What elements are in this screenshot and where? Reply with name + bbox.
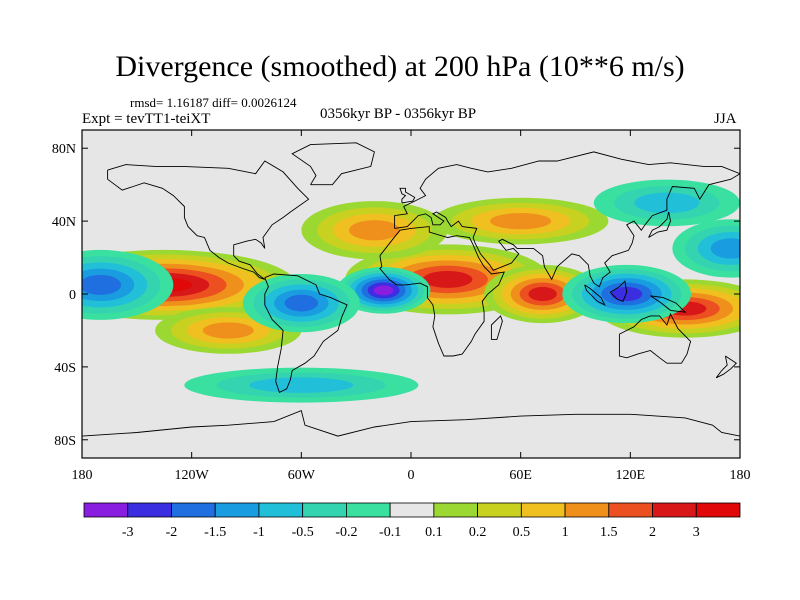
colorbar-swatch — [171, 502, 216, 518]
lon-tick-label: 120W — [175, 468, 210, 483]
field-feature-atlantic-convergence — [336, 267, 431, 314]
colorbar-swatch — [389, 502, 435, 518]
lon-tick-label: 60E — [509, 468, 532, 483]
contour-band — [202, 322, 254, 339]
coastline-eurasia — [394, 151, 740, 288]
colorbar-label: 0.5 — [513, 525, 531, 540]
coastline-madagascar — [490, 315, 503, 341]
field-feature-indonesia-convergence — [562, 264, 692, 324]
contour-band — [373, 285, 394, 296]
coastline-new-guinea — [650, 295, 687, 313]
field-feature-north-atlantic-divergence — [301, 201, 448, 260]
experiment-label: Expt = tevTT1-teiXT — [82, 111, 211, 127]
colorbar-swatch — [433, 502, 479, 518]
colorbar-label: 2 — [649, 525, 656, 540]
coastline-japan — [648, 211, 671, 238]
contour-band — [611, 286, 643, 302]
stats-text: rmsd= 1.16187 diff= 0.0026124 — [130, 95, 297, 110]
colorbar-swatch — [477, 502, 522, 518]
colorbar-label: -3 — [122, 525, 134, 540]
lat-tick-label: 40N — [52, 215, 76, 230]
map-axes: 80N 40N 0 40S 80S 180 120W 60W 0 60E 120E 180 — [52, 130, 751, 483]
coastline-uk — [399, 187, 416, 204]
coastline-australia — [618, 312, 692, 364]
contour-band — [422, 270, 473, 288]
field-feature-western-pacific-convergence — [672, 219, 740, 278]
colorbar-label: 1 — [562, 525, 569, 540]
coastline-sumatra — [584, 284, 606, 306]
colorbar-label: 0.2 — [469, 525, 487, 540]
contour-band — [82, 274, 122, 295]
colorbar-label: 3 — [693, 525, 700, 540]
plot-title: Divergence (smoothed) at 200 hPa (10**6 … — [115, 50, 685, 83]
coastlines — [82, 142, 740, 437]
field-feature-central-pacific-convergence — [82, 249, 174, 320]
coastline-antarctica — [82, 409, 740, 437]
colorbar-swatch — [608, 502, 653, 518]
colorbar: -3 -2 -1.5 -1 -0.5 -0.2 -0.1 0.1 0.2 0.5 1 1.5 2 3 — [83, 502, 741, 540]
field-feature-southern-ocean-convergence — [184, 367, 419, 403]
lon-tick-label: 120E — [616, 468, 646, 483]
colorbar-swatch — [258, 502, 304, 518]
colorbar-swatch — [695, 502, 741, 518]
colorbar-swatch — [302, 502, 347, 518]
contour-band — [528, 286, 557, 302]
colorbar-swatch — [345, 502, 391, 518]
lon-tick-label: 60W — [288, 468, 316, 483]
contour-band — [284, 294, 319, 312]
colorbar-label: -0.2 — [335, 525, 357, 540]
contour-band — [710, 238, 740, 259]
colorbar-swatch — [520, 502, 566, 518]
lat-tick-label: 0 — [69, 288, 76, 303]
coastline-north-america — [107, 160, 310, 280]
contour-band — [490, 212, 552, 230]
field-feature-eurasia-divergence — [432, 197, 609, 245]
colorbar-label: -2 — [166, 525, 178, 540]
colorbar-label: 0.1 — [425, 525, 443, 540]
colorbar-label: -1.5 — [204, 525, 226, 540]
colorbar-swatch — [83, 502, 129, 518]
coastline-greenland — [291, 142, 375, 186]
colorbar-swatch — [214, 502, 260, 518]
colorbar-label: -0.5 — [292, 525, 314, 540]
colorbar-label: -0.1 — [379, 525, 401, 540]
coastline-borneo — [609, 280, 628, 302]
coastline-new-zealand — [715, 355, 738, 379]
colorbar-swatch — [652, 502, 697, 518]
lat-tick-label: 80N — [52, 142, 76, 157]
lon-tick-label: 180 — [730, 468, 751, 483]
colorbar-swatch — [127, 502, 172, 518]
contour-band — [249, 377, 354, 393]
colorbar-label: -1 — [253, 525, 265, 540]
colorbar-label: 1.5 — [600, 525, 618, 540]
lon-tick-label: 0 — [408, 468, 415, 483]
coastline-africa — [379, 226, 505, 357]
season-label: JJA — [714, 111, 737, 127]
contour-band — [349, 220, 400, 241]
lat-tick-label: 80S — [54, 434, 76, 449]
lat-tick-label: 40S — [54, 361, 76, 376]
coastline-south-america — [264, 273, 348, 394]
period-label: 0356kyr BP - 0356kyr BP — [320, 106, 477, 122]
colorbar-swatch — [564, 502, 610, 518]
lon-tick-label: 180 — [72, 468, 93, 483]
